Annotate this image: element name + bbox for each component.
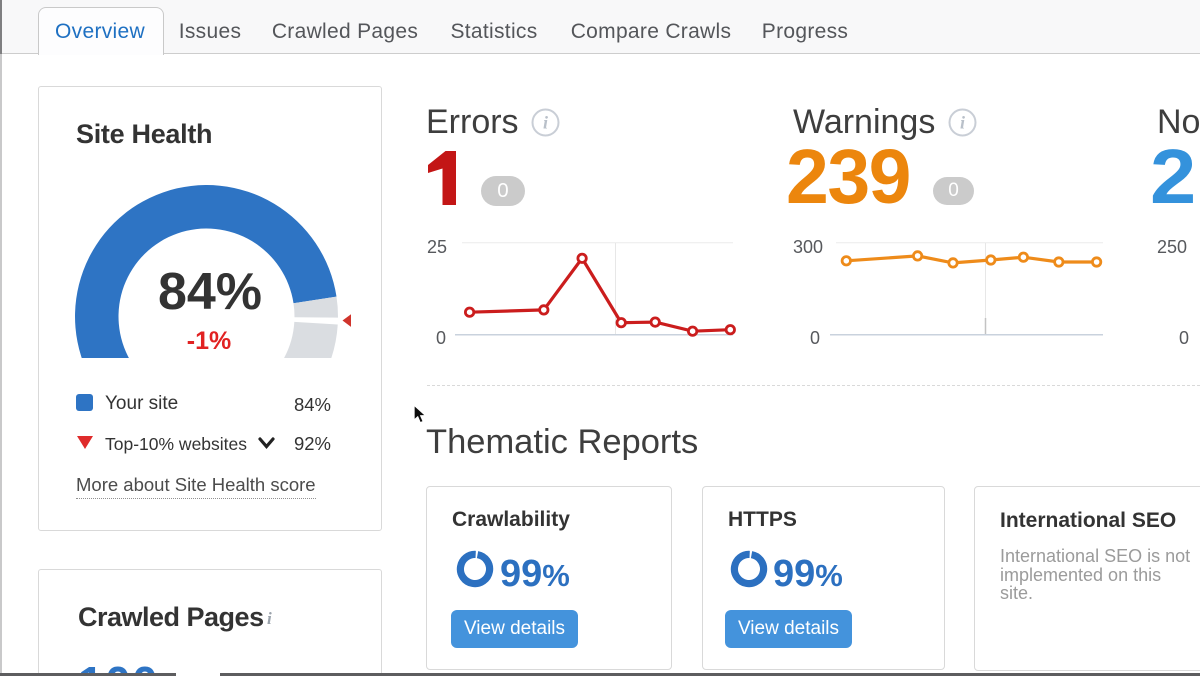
svg-text:i: i (960, 113, 965, 133)
svg-text:i: i (543, 113, 548, 133)
